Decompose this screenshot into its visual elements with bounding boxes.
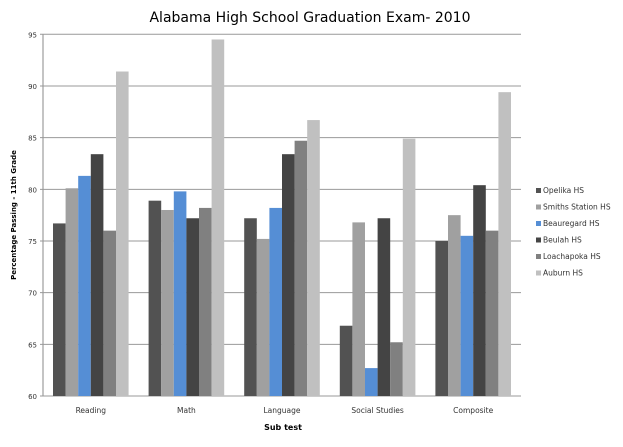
legend-label: Smiths Station HS bbox=[543, 203, 611, 212]
x-tick-label: Composite bbox=[453, 406, 493, 415]
bar bbox=[78, 175, 91, 396]
bar bbox=[307, 120, 320, 396]
bar bbox=[365, 368, 378, 396]
bar bbox=[186, 218, 199, 396]
legend-label: Loachapoka HS bbox=[543, 252, 601, 261]
bar bbox=[390, 342, 403, 396]
legend: Opelika HS Smiths Station HS Beauregard HS… bbox=[536, 186, 611, 278]
legend-label: Opelika HS bbox=[543, 186, 584, 195]
bar bbox=[269, 207, 282, 396]
bar bbox=[53, 223, 66, 396]
bar bbox=[65, 188, 79, 396]
x-tick-label: Social Studies bbox=[351, 406, 404, 415]
chart-title: Alabama High School Graduation Exam- 201… bbox=[149, 10, 470, 26]
legend-swatch bbox=[536, 204, 541, 210]
bar bbox=[473, 185, 486, 396]
bar bbox=[498, 92, 511, 396]
y-tick-label: 60 bbox=[28, 393, 37, 401]
bar bbox=[256, 238, 270, 396]
bar bbox=[148, 200, 162, 396]
bar bbox=[161, 209, 174, 396]
x-tick-label: Reading bbox=[76, 406, 107, 415]
y-tick-label: 75 bbox=[28, 238, 37, 246]
bar bbox=[199, 207, 212, 396]
legend-swatch bbox=[536, 254, 541, 259]
bar bbox=[435, 240, 448, 396]
bar bbox=[244, 218, 257, 396]
legend-label: Auburn HS bbox=[543, 269, 583, 278]
bar bbox=[103, 230, 116, 396]
bar bbox=[485, 230, 499, 396]
x-axis-label: Sub test bbox=[264, 423, 302, 432]
bar bbox=[294, 140, 308, 396]
y-tick-label: 90 bbox=[28, 83, 37, 91]
y-axis-label: Percentage Passing - 11th Grade bbox=[10, 150, 18, 280]
legend-label: Beulah HS bbox=[543, 236, 582, 245]
legend-swatch bbox=[536, 270, 541, 276]
bar bbox=[282, 154, 295, 396]
x-tick-label: Language bbox=[263, 406, 300, 415]
bar bbox=[448, 215, 461, 396]
legend-swatch bbox=[536, 237, 541, 243]
bar bbox=[339, 325, 353, 396]
legend-swatch bbox=[536, 188, 541, 193]
y-tick-label: 85 bbox=[28, 135, 37, 143]
x-tick-label: Math bbox=[177, 406, 196, 415]
y-tick-label: 70 bbox=[28, 290, 37, 298]
bar bbox=[402, 138, 416, 397]
bar bbox=[460, 235, 474, 396]
bar bbox=[116, 71, 129, 397]
y-tick-label: 95 bbox=[28, 31, 37, 39]
y-tick-label: 80 bbox=[28, 186, 37, 194]
bar bbox=[352, 222, 365, 396]
bar bbox=[377, 218, 391, 396]
bar bbox=[211, 39, 225, 397]
bar bbox=[90, 154, 104, 396]
legend-label: Beauregard HS bbox=[543, 219, 600, 228]
y-tick-label: 65 bbox=[28, 341, 37, 349]
legend-swatch bbox=[536, 221, 541, 226]
bar bbox=[173, 191, 187, 396]
